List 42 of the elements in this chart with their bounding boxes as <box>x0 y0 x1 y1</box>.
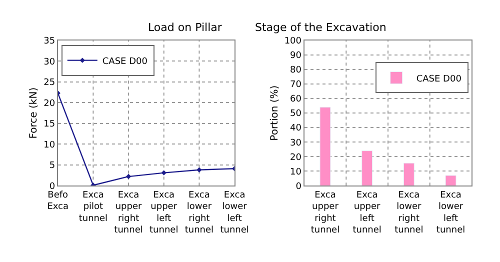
x-tick-label: Exca lower right tunnel <box>184 190 214 236</box>
y-tick-label: 0 <box>49 182 56 192</box>
y-axis-title: Portion (%) <box>269 85 280 141</box>
y-axis-title: Force (kN) <box>28 87 40 139</box>
y-tick-label: 35 <box>44 36 56 47</box>
y-tick-label: 10 <box>290 167 302 178</box>
bar <box>445 175 456 186</box>
y-tick-label: 30 <box>290 138 302 148</box>
point <box>196 167 202 172</box>
x-tick-label: Exca upper right tunnel <box>310 190 340 236</box>
bar <box>403 162 414 186</box>
y-tick-label: 25 <box>44 78 56 88</box>
legend-label: CASE D00 <box>102 56 148 67</box>
y-tick-label: 20 <box>44 98 56 109</box>
y-tick-label: 5 <box>49 161 56 172</box>
y-tick-label: 50 <box>290 109 302 120</box>
y-tick-label: 40 <box>290 124 302 134</box>
x-tick-label: Exca upper left tunnel <box>352 190 382 236</box>
x-tick-label: Exca upper right tunnel <box>114 190 143 236</box>
x-tick-label: Exca lower left tunnel <box>220 190 249 236</box>
x-tick-label: Exca upper left tunnel <box>150 190 178 236</box>
y-tick-label: 10 <box>44 140 56 150</box>
x-tick-label: Befo Exca <box>47 190 69 212</box>
y-tick-label: 100 <box>284 36 302 47</box>
chart-title: Stage of the Excavation <box>255 21 386 34</box>
y-tick-label: 0 <box>296 182 302 192</box>
y-tick-label: 80 <box>290 66 302 76</box>
point <box>126 174 132 180</box>
bar <box>320 107 331 186</box>
y-tick-label: 90 <box>290 51 302 62</box>
y-tick-label: 20 <box>290 152 302 163</box>
chart-title: Load on Pillar <box>148 21 222 34</box>
x-tick-label: Exca pilot tunnel <box>78 190 108 224</box>
y-tick-label: 15 <box>44 120 56 130</box>
y-tick-label: 70 <box>290 80 302 90</box>
legend-label: CASE D00 <box>416 74 462 84</box>
y-tick-label: 30 <box>44 57 56 68</box>
y-tick-label: 60 <box>290 94 302 105</box>
point <box>161 170 166 176</box>
bar <box>362 150 373 186</box>
x-tick-label: Exca lower left tunnel <box>436 190 466 236</box>
x-tick-label: Exca lower right tunnel <box>394 190 424 236</box>
